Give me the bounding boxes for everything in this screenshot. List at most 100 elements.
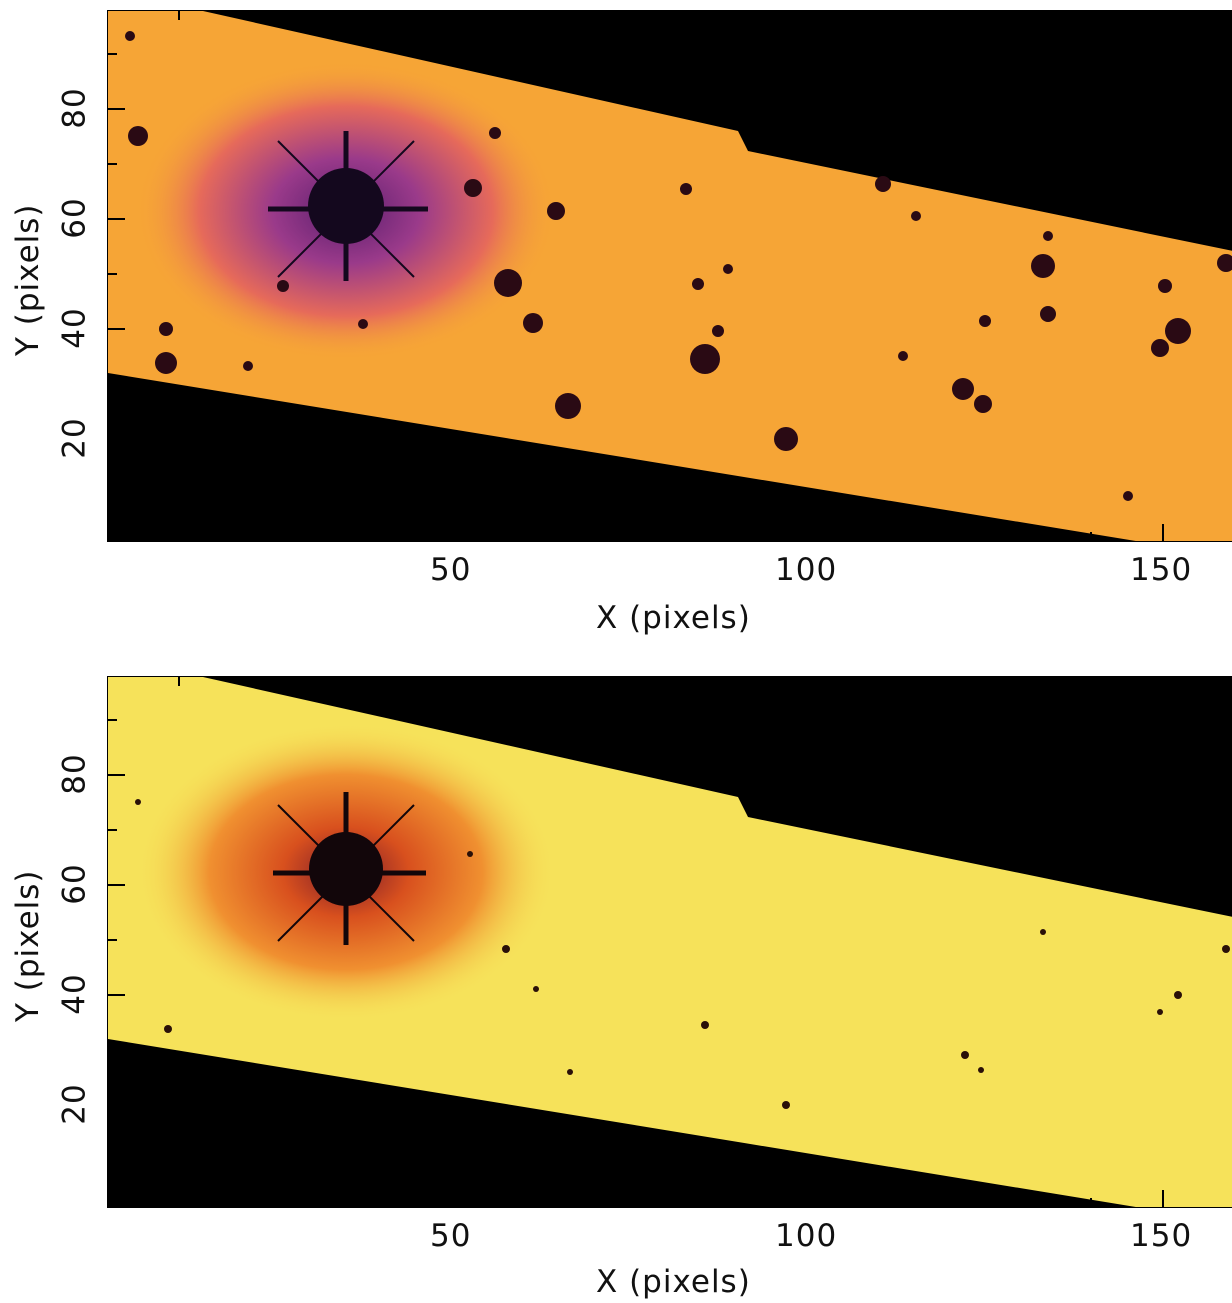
y-major-tick [107, 108, 125, 110]
x-minor-tick [1020, 1198, 1022, 1208]
x-minor-tick [738, 10, 740, 20]
x-minor-tick [880, 1198, 882, 1208]
x-minor-tick [248, 676, 250, 686]
x-minor-tick [1020, 676, 1022, 686]
bright-star-core-bottom [309, 832, 383, 906]
x-axis-title: X (pixels) [596, 600, 751, 636]
y-major-tick [107, 328, 125, 330]
x-minor-tick [178, 1198, 180, 1208]
y-major-tick [107, 218, 125, 220]
x-minor-tick [595, 532, 597, 542]
y-major-tick [107, 994, 125, 996]
y-minor-tick [107, 493, 117, 495]
y-tick-label: 80 [56, 753, 93, 795]
x-minor-tick [318, 10, 320, 20]
x-minor-tick [248, 532, 250, 542]
y-minor-tick [107, 939, 117, 941]
x-minor-tick [595, 1198, 597, 1208]
x-major-tick [455, 1190, 457, 1208]
x-minor-tick [880, 10, 882, 20]
x-minor-tick [525, 676, 527, 686]
x-minor-tick [318, 676, 320, 686]
x-minor-tick [595, 676, 597, 686]
x-major-tick [1162, 1190, 1164, 1208]
y-axis-title: Y (pixels) [10, 869, 46, 1023]
x-major-tick [808, 524, 810, 542]
y-tick-label: 80 [56, 87, 93, 129]
x-major-tick [1162, 524, 1164, 542]
y-minor-tick [107, 53, 117, 55]
y-major-tick [107, 774, 125, 776]
x-minor-tick [665, 1198, 667, 1208]
y-tick-label: 20 [56, 1083, 93, 1125]
x-minor-tick [1090, 676, 1092, 686]
x-major-tick [808, 676, 810, 694]
y-tick-label: 40 [56, 973, 93, 1015]
x-tick-label: 150 [1130, 552, 1193, 588]
x-minor-tick [665, 676, 667, 686]
y-minor-tick [107, 273, 117, 275]
y-minor-tick [107, 1159, 117, 1161]
field-stars-top [125, 31, 1232, 501]
y-minor-tick [107, 1049, 117, 1051]
x-minor-tick [738, 676, 740, 686]
bright-star-core-top [308, 168, 384, 244]
x-minor-tick [248, 10, 250, 20]
x-tick-label: 100 [775, 1218, 838, 1254]
y-minor-tick [107, 383, 117, 385]
x-minor-tick [388, 532, 390, 542]
y-tick-label: 60 [56, 197, 93, 239]
x-major-tick [455, 10, 457, 28]
x-minor-tick [665, 532, 667, 542]
x-tick-label: 50 [430, 552, 472, 588]
y-major-tick [107, 438, 125, 440]
bottom-panel: 50 100 150 80 60 40 20 X (pixels) Y (pix… [0, 666, 1232, 1303]
x-major-tick [1162, 10, 1164, 28]
x-minor-tick [388, 676, 390, 686]
y-major-tick [107, 1104, 125, 1106]
x-major-tick [808, 1190, 810, 1208]
x-minor-tick [178, 676, 180, 686]
x-minor-tick [525, 532, 527, 542]
x-major-tick [455, 676, 457, 694]
x-minor-tick [738, 532, 740, 542]
x-major-tick [455, 524, 457, 542]
y-minor-tick [107, 719, 117, 721]
y-tick-label: 20 [56, 417, 93, 459]
x-minor-tick [248, 1198, 250, 1208]
image-frame-bottom [107, 676, 1232, 1208]
y-minor-tick [107, 163, 117, 165]
y-axis-title: Y (pixels) [10, 203, 46, 357]
residual-image-top [108, 11, 1232, 541]
x-minor-tick [880, 532, 882, 542]
x-axis-title: X (pixels) [596, 1264, 751, 1300]
x-tick-label: 50 [430, 1218, 472, 1254]
y-minor-tick [107, 829, 117, 831]
x-minor-tick [1020, 10, 1022, 20]
x-minor-tick [388, 1198, 390, 1208]
x-minor-tick [1090, 1198, 1092, 1208]
x-major-tick [1162, 676, 1164, 694]
x-minor-tick [178, 10, 180, 20]
x-minor-tick [525, 1198, 527, 1208]
x-tick-label: 150 [1130, 1218, 1193, 1254]
x-minor-tick [318, 1198, 320, 1208]
x-minor-tick [880, 676, 882, 686]
top-panel: 50 100 150 80 60 40 20 X (pixels) Y (pix… [0, 0, 1232, 650]
x-minor-tick [950, 10, 952, 20]
y-major-tick [107, 884, 125, 886]
image-frame-top [107, 10, 1232, 542]
x-minor-tick [950, 532, 952, 542]
x-minor-tick [950, 676, 952, 686]
x-minor-tick [388, 10, 390, 20]
x-major-tick [808, 10, 810, 28]
y-tick-label: 60 [56, 863, 93, 905]
x-minor-tick [318, 532, 320, 542]
x-minor-tick [525, 10, 527, 20]
x-minor-tick [1090, 532, 1092, 542]
x-minor-tick [595, 10, 597, 20]
y-tick-label: 40 [56, 307, 93, 349]
x-tick-label: 100 [775, 552, 838, 588]
x-minor-tick [1020, 532, 1022, 542]
x-minor-tick [665, 10, 667, 20]
